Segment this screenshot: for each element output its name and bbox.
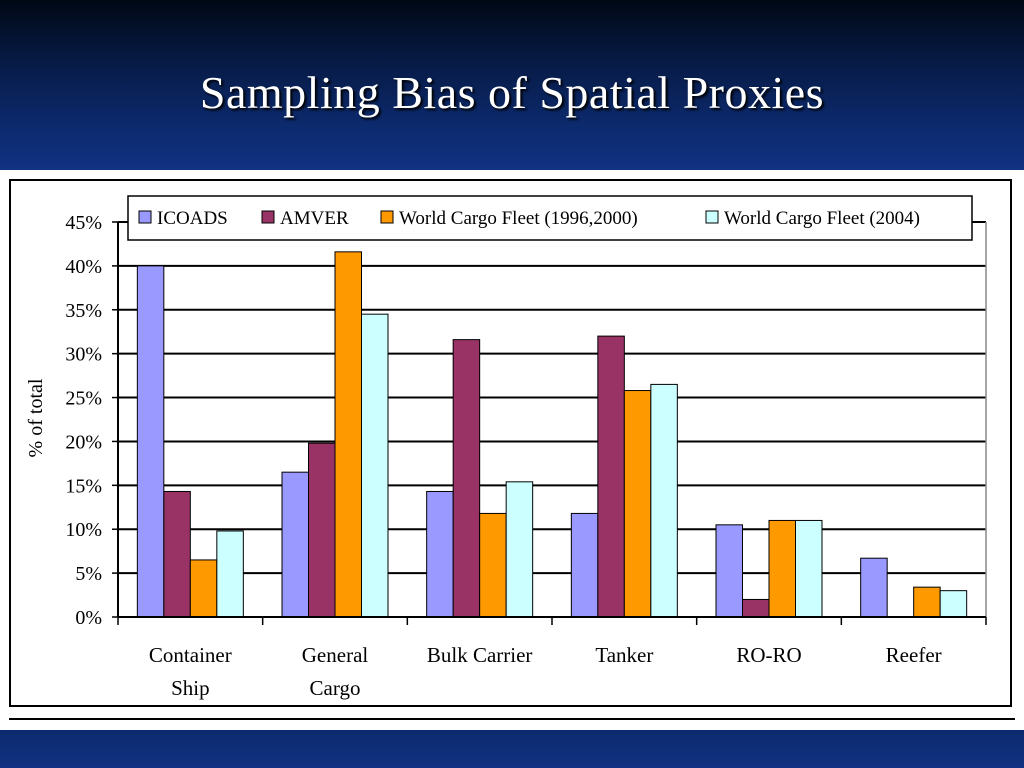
legend-swatch <box>261 210 275 224</box>
y-tick-label: 5% <box>75 563 102 585</box>
legend-label: World Cargo Fleet (2004) <box>724 208 920 229</box>
bar <box>479 512 507 618</box>
category-label: Container <box>149 643 232 667</box>
bar <box>623 390 652 618</box>
legend-label: AMVER <box>280 208 349 229</box>
axes: 0% 5% 10% 15% 20% 25% 30% 35% 40% 45% Container Shi… <box>65 212 987 700</box>
chart-frame <box>9 179 1012 707</box>
bar <box>742 598 770 618</box>
title-banner <box>0 0 1024 170</box>
bar <box>768 519 796 618</box>
legend: ICOADS AMVER World Cargo Fleet (1996,2000)… <box>127 195 973 241</box>
bar <box>189 559 218 618</box>
bar <box>939 590 968 618</box>
y-tick-label: 40% <box>65 256 102 278</box>
bar <box>505 481 534 618</box>
y-tick-label: 30% <box>65 344 102 366</box>
bottom-rule <box>9 718 1015 720</box>
bar <box>426 490 454 618</box>
bar <box>650 383 678 618</box>
footer-band <box>0 730 1024 768</box>
bar <box>361 313 389 618</box>
y-tick-label: 25% <box>65 388 102 410</box>
y-tick-label: 10% <box>65 519 102 541</box>
category-label: Reefer <box>886 643 942 667</box>
bar <box>715 524 743 618</box>
y-tick-label: 20% <box>65 431 102 453</box>
bar <box>452 339 481 618</box>
y-axis-label: % of total <box>25 378 47 457</box>
bar <box>216 530 244 618</box>
gridlines <box>118 221 987 617</box>
legend-swatch <box>138 210 152 224</box>
category-label: Ship <box>171 676 210 700</box>
legend-swatch <box>705 210 719 224</box>
bar <box>281 471 309 618</box>
category-label: RO-RO <box>736 643 801 667</box>
bar <box>913 586 941 618</box>
bar <box>163 490 191 618</box>
bar <box>136 265 165 618</box>
y-tick-label: 15% <box>65 475 102 497</box>
category-label: Cargo <box>310 676 361 700</box>
bar <box>597 335 625 618</box>
legend-swatch <box>380 210 394 224</box>
bar <box>308 442 336 618</box>
category-label: Bulk Carrier <box>427 643 533 667</box>
bar <box>334 251 362 618</box>
y-tick-label: 45% <box>65 212 102 234</box>
bar <box>860 557 888 618</box>
slide-title: Sampling Bias of Spatial Proxies <box>199 67 825 118</box>
bar <box>570 512 599 618</box>
y-tick-label: 35% <box>65 300 102 322</box>
bar <box>795 519 823 618</box>
legend-label: ICOADS <box>157 208 228 229</box>
category-label: Tanker <box>595 643 653 667</box>
y-tick-label: 0% <box>75 607 102 629</box>
legend-label: World Cargo Fleet (1996,2000) <box>399 208 638 229</box>
bars <box>136 251 968 618</box>
category-label: General <box>302 643 369 667</box>
